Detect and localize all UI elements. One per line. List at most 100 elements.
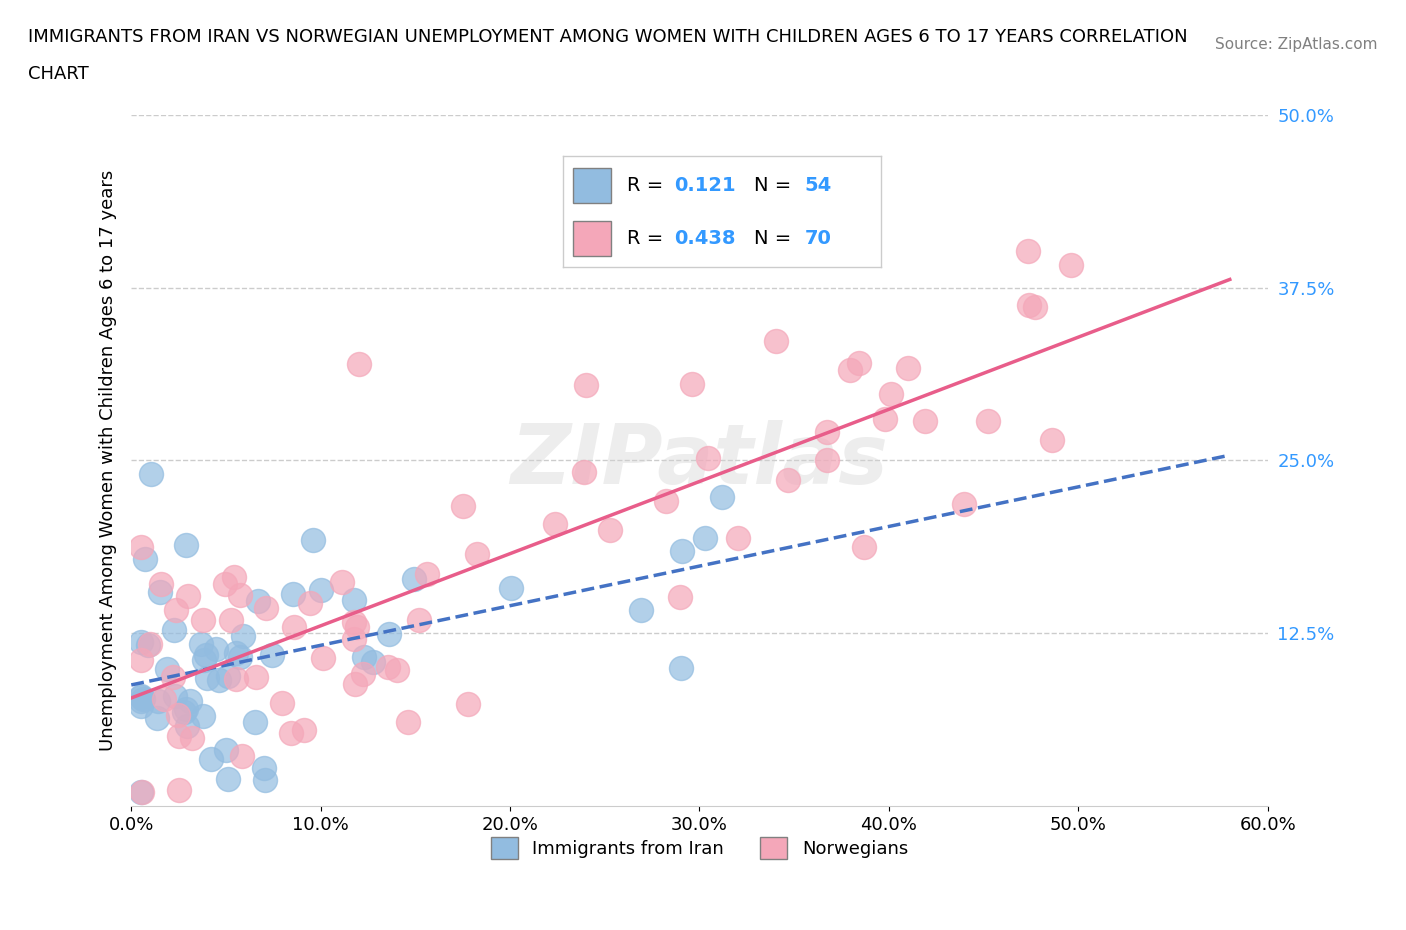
Point (765, 334, 787, 349)
Point (180, 731, 202, 746)
Point (252, 760, 274, 775)
Point (378, 627, 401, 642)
Point (457, 697, 479, 711)
Point (271, 696, 294, 711)
Point (385, 663, 408, 678)
Point (873, 411, 896, 426)
Point (914, 414, 936, 429)
Point (343, 631, 366, 646)
Point (136, 637, 159, 652)
Point (343, 592, 366, 607)
Point (681, 377, 703, 392)
Point (346, 619, 368, 634)
Point (150, 577, 173, 591)
Point (727, 530, 749, 545)
Point (149, 584, 172, 599)
Point (231, 749, 253, 764)
Point (815, 424, 838, 439)
Point (179, 693, 201, 708)
Point (243, 714, 266, 729)
Point (163, 622, 186, 637)
Point (839, 362, 862, 377)
Point (132, 692, 155, 707)
Point (897, 360, 920, 375)
Point (222, 570, 245, 585)
Point (669, 660, 692, 675)
Text: ZIPatlas: ZIPatlas (510, 420, 889, 501)
Point (292, 723, 315, 737)
Point (693, 531, 716, 546)
Point (129, 653, 152, 668)
Point (879, 386, 901, 401)
Point (228, 588, 250, 603)
Point (599, 523, 621, 538)
Point (671, 544, 693, 559)
Point (162, 670, 184, 684)
Point (451, 498, 474, 513)
Point (415, 566, 437, 581)
Point (191, 709, 214, 724)
Point (848, 356, 870, 371)
Point (228, 649, 250, 664)
Point (153, 691, 176, 706)
Point (225, 671, 247, 686)
Point (174, 702, 197, 717)
Point (655, 494, 678, 509)
Point (176, 589, 198, 604)
Point (193, 652, 215, 667)
Point (156, 661, 179, 676)
Point (215, 742, 238, 757)
Point (190, 636, 212, 651)
Point (129, 635, 152, 650)
Point (232, 629, 254, 644)
Point (1060, 258, 1083, 272)
Y-axis label: Unemployment Among Women with Children Ages 6 to 17 years: Unemployment Among Women with Children A… (100, 170, 117, 751)
Point (195, 671, 218, 685)
Text: CHART: CHART (28, 65, 89, 83)
Point (352, 667, 374, 682)
Point (129, 689, 152, 704)
Point (219, 612, 242, 627)
Point (262, 647, 284, 662)
Point (575, 378, 598, 392)
Point (131, 785, 153, 800)
Point (977, 414, 1000, 429)
Point (343, 676, 366, 691)
Point (194, 647, 217, 662)
Point (169, 729, 191, 744)
Point (377, 660, 399, 675)
Point (129, 698, 152, 713)
Point (193, 613, 215, 628)
Point (1018, 298, 1040, 312)
Point (776, 472, 799, 487)
Point (176, 718, 198, 733)
Point (1017, 244, 1039, 259)
Point (544, 516, 567, 531)
Point (217, 668, 239, 683)
Point (214, 577, 236, 591)
Point (347, 356, 370, 371)
Point (253, 772, 276, 787)
Point (1024, 300, 1046, 315)
Point (398, 714, 420, 729)
Text: Source: ZipAtlas.com: Source: ZipAtlas.com (1215, 37, 1378, 52)
Point (817, 452, 839, 467)
Point (361, 654, 384, 669)
Point (309, 583, 332, 598)
Point (165, 689, 187, 704)
Point (1040, 432, 1063, 447)
Point (129, 539, 152, 554)
Point (165, 603, 187, 618)
Point (408, 613, 430, 628)
Point (353, 650, 375, 665)
Point (129, 694, 152, 709)
Point (283, 586, 305, 601)
Point (501, 581, 523, 596)
Point (139, 636, 162, 651)
Point (465, 547, 488, 562)
Point (134, 552, 156, 567)
Point (225, 645, 247, 660)
Point (696, 450, 718, 465)
Point (148, 694, 170, 709)
Point (166, 707, 188, 722)
